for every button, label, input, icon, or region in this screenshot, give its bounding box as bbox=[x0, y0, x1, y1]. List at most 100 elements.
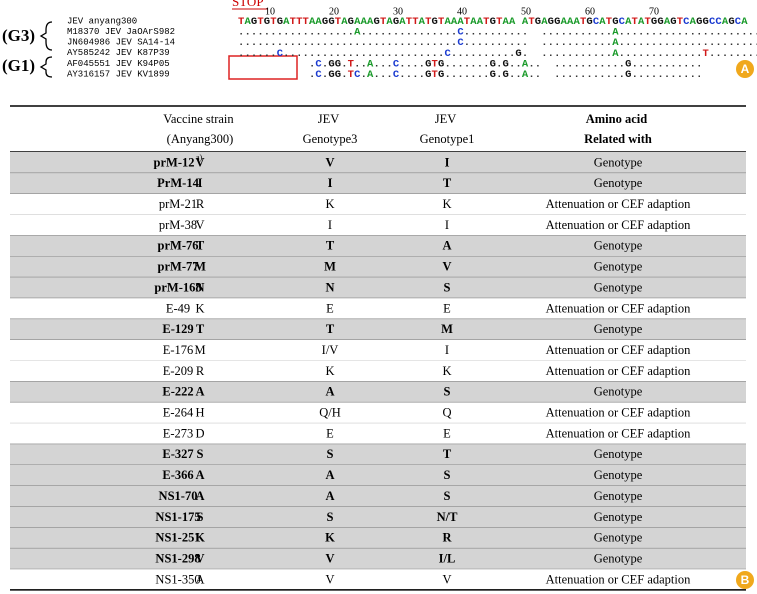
table-cell: E-222 bbox=[162, 385, 193, 399]
table-cell: T bbox=[196, 322, 205, 336]
table-cell: E-49 bbox=[166, 301, 190, 315]
table-cell: H bbox=[195, 406, 204, 420]
sequence-name: AF045551 JEV K94P05 bbox=[67, 59, 170, 69]
table-cell: E-209 bbox=[163, 364, 194, 378]
sequence-name: JN604986 JEV SA14-14 bbox=[67, 38, 175, 48]
row-highlight bbox=[10, 318, 746, 340]
table-cell: K bbox=[325, 364, 334, 378]
group-label: (G3) bbox=[2, 26, 35, 45]
row-highlight bbox=[10, 506, 746, 528]
ruler-number: 10 bbox=[265, 6, 275, 17]
table-cell: Attenuation or CEF adaption bbox=[546, 406, 692, 420]
table-cell: T bbox=[326, 322, 335, 336]
table-cell: I/L bbox=[439, 551, 456, 565]
sequence: ......C.........................C.......… bbox=[238, 48, 757, 60]
table-cell: R bbox=[196, 197, 205, 211]
table-cell: M bbox=[194, 343, 205, 357]
row-highlight bbox=[10, 152, 746, 173]
table-cell: Attenuation or CEF adaption bbox=[546, 364, 692, 378]
table-cell: I bbox=[328, 218, 332, 232]
table-cell: Genotype bbox=[594, 510, 643, 524]
table-cell: Q bbox=[442, 406, 451, 420]
table-cell: prM-21 bbox=[159, 197, 197, 211]
deletion-box bbox=[228, 55, 298, 80]
table-cell: T bbox=[443, 176, 452, 190]
table-cell: S bbox=[197, 447, 204, 461]
ruler-number: 50 bbox=[521, 6, 531, 17]
row-highlight bbox=[10, 256, 746, 278]
table-cell: E bbox=[326, 426, 334, 440]
table-cell: NS1-175 bbox=[155, 510, 200, 524]
row-highlight bbox=[10, 381, 746, 403]
table-cell: E-273 bbox=[163, 426, 194, 440]
sequence: TAGTGTGATTTAAGGTAGAAAGTAGATTATGTAAATAATG… bbox=[238, 16, 748, 28]
table-cell: I bbox=[445, 218, 449, 232]
table-cell: Genotype bbox=[594, 385, 643, 399]
row-highlight bbox=[10, 485, 746, 507]
table-cell: Genotype bbox=[594, 468, 643, 482]
table-cell: S bbox=[444, 280, 451, 294]
row-highlight bbox=[10, 277, 746, 298]
table-cell: K bbox=[442, 364, 451, 378]
table-cell: K bbox=[195, 301, 204, 315]
table-cell: T bbox=[196, 239, 205, 253]
table-cell: Attenuation or CEF adaption bbox=[546, 426, 692, 440]
brace-g3 bbox=[39, 21, 53, 51]
table-cell: Attenuation or CEF adaption bbox=[546, 572, 692, 586]
table-cell: prM-77 bbox=[158, 260, 199, 274]
table-cell: D bbox=[195, 426, 204, 440]
panel-badge bbox=[736, 571, 754, 589]
sequence-name: JEV anyang300 bbox=[67, 16, 137, 26]
table-cell: prM-168 bbox=[154, 280, 201, 294]
table-cell: V bbox=[195, 155, 204, 169]
table-cell: S bbox=[327, 510, 334, 524]
row-highlight bbox=[10, 548, 746, 569]
table-cell: NS1-350 bbox=[155, 572, 200, 586]
table-cell: E bbox=[326, 301, 334, 315]
ruler-number: 30 bbox=[393, 6, 403, 17]
table-cell: E bbox=[443, 301, 451, 315]
table-cell: A bbox=[325, 468, 334, 482]
row-highlight bbox=[10, 172, 746, 194]
table-cell: V bbox=[325, 155, 334, 169]
table-cell: I bbox=[198, 176, 203, 190]
table-cell: M bbox=[324, 260, 336, 274]
table-cell: Attenuation or CEF adaption bbox=[546, 301, 692, 315]
row-highlight bbox=[10, 464, 746, 486]
table-cell: A bbox=[195, 489, 204, 503]
table-cell: Genotype bbox=[594, 531, 643, 545]
table-cell: A bbox=[195, 572, 204, 586]
table-cell: K bbox=[325, 531, 335, 545]
table-cell: R bbox=[442, 531, 452, 545]
header-cell: Vaccine strain (Anyang300) bbox=[163, 112, 237, 146]
table-cell: V bbox=[195, 218, 204, 232]
sequence-name: M18370 JEV JaOArS982 bbox=[67, 27, 175, 37]
sequence-name: AY585242 JEV K87P39 bbox=[67, 48, 170, 58]
table-cell: A bbox=[442, 239, 451, 253]
table-cell: A bbox=[325, 385, 334, 399]
table-cell: Genotype bbox=[594, 176, 643, 190]
header-cell: JEV Genotype3 bbox=[303, 112, 358, 146]
row-highlight bbox=[10, 443, 746, 465]
table-cell: E bbox=[443, 426, 451, 440]
table-cell: E-176 bbox=[163, 343, 194, 357]
sequence: ..................A...............C.....… bbox=[238, 26, 757, 38]
brace-g1 bbox=[39, 56, 53, 78]
table-cell: Q/H bbox=[319, 406, 341, 420]
table-cell: Genotype bbox=[594, 447, 643, 461]
sequence: .C.GG.T..A...C....GTG.......G.G..A.. ...… bbox=[238, 58, 702, 70]
table-cell: E-366 bbox=[162, 468, 193, 482]
sequence: ..................................C.....… bbox=[238, 37, 757, 49]
panel-badge bbox=[736, 60, 754, 78]
table-cell: M bbox=[194, 260, 206, 274]
table-cell: N/T bbox=[437, 510, 459, 524]
table-cell: prM-12 bbox=[154, 155, 195, 169]
table-cell: Genotype bbox=[594, 322, 643, 336]
row-highlight bbox=[10, 527, 746, 549]
sequence-name: AY316157 JEV KV1899 bbox=[67, 69, 170, 79]
table-cell: Genotype bbox=[594, 155, 643, 169]
table-cell: NS1-298 bbox=[155, 551, 200, 565]
table-cell: S bbox=[444, 385, 451, 399]
